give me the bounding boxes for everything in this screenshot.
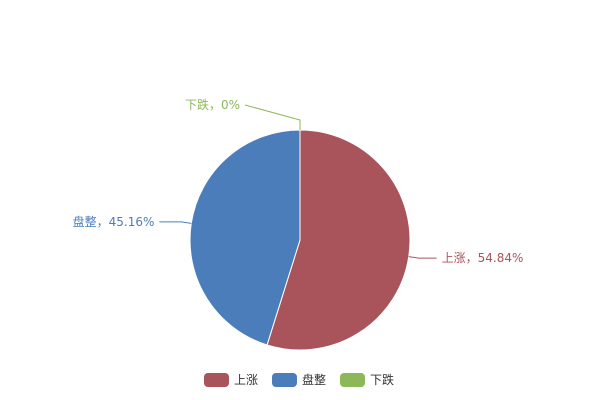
data-label-2: 下跌，0%	[185, 97, 240, 112]
legend-label-2: 下跌	[370, 372, 394, 387]
legend-swatch-2	[340, 373, 365, 387]
pie-slice-0[interactable]	[266, 129, 411, 351]
leader-line-1	[159, 221, 192, 224]
legend-item-1[interactable]: 盘整	[272, 372, 326, 387]
data-label-1: 盘整，45.16%	[73, 214, 155, 229]
pie-slices	[189, 129, 411, 351]
legend-label-0: 上涨	[234, 372, 258, 387]
leader-line-0	[408, 256, 437, 259]
chart-legend[interactable]: 上涨 盘整 下跌	[204, 372, 394, 387]
data-label-0: 上涨，54.84%	[442, 250, 524, 265]
pie-data-labels: 上涨，54.84% 盘整，45.16% 下跌，0%	[73, 97, 524, 265]
legend-swatch-0	[204, 373, 229, 387]
legend-item-0[interactable]: 上涨	[204, 372, 258, 387]
legend-label-1: 盘整	[302, 372, 326, 387]
legend-item-2[interactable]: 下跌	[340, 372, 394, 387]
leader-line-2	[244, 104, 301, 130]
legend-swatch-1	[272, 373, 297, 387]
